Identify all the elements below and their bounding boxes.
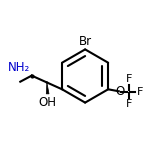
Text: F: F (126, 99, 132, 109)
Text: OH: OH (39, 96, 57, 109)
Polygon shape (46, 82, 49, 94)
Text: F: F (126, 74, 132, 84)
Text: O: O (115, 85, 124, 98)
Text: F: F (137, 87, 143, 97)
Text: NH₂: NH₂ (8, 61, 30, 74)
Text: Br: Br (79, 35, 92, 48)
